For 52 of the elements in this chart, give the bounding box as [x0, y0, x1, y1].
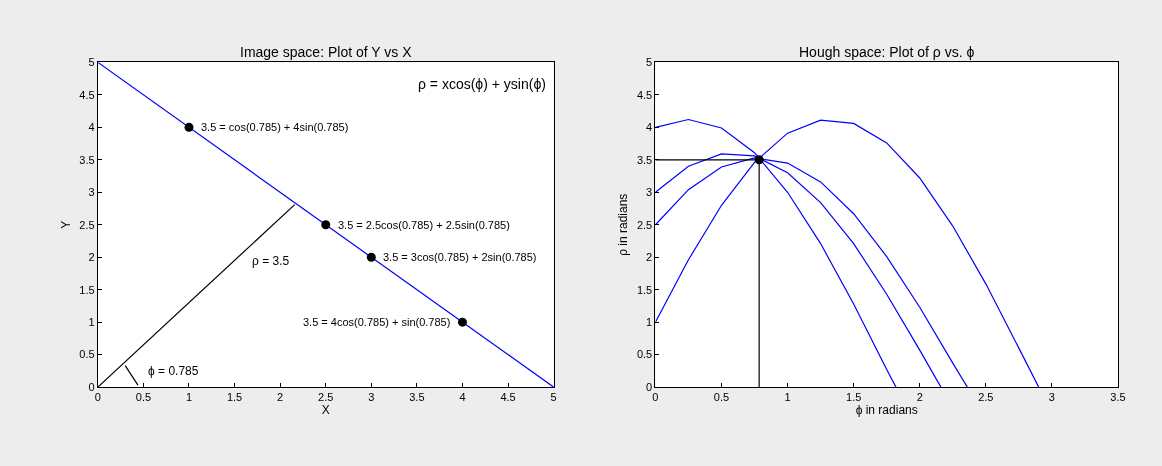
x-tick-label: 1.5: [846, 391, 862, 404]
annotation: 3.5 = 2.5cos(0.785) + 2.5sin(0.785): [338, 219, 510, 231]
y-tick-label: 0.5: [636, 348, 653, 361]
x-tick-label: 3.5: [1110, 391, 1126, 404]
x-tick-label: 3: [1048, 391, 1055, 404]
x-tick-label: 2: [916, 391, 923, 404]
chart-title: Hough space: Plot of ρ vs. ϕ: [799, 44, 975, 60]
y-axis-title: Y: [58, 220, 73, 229]
x-tick-label: 1: [784, 391, 791, 404]
x-tick-label: 1: [185, 391, 193, 404]
y-tick-label: 3.5: [636, 153, 653, 166]
annotation: ρ = xcos(ϕ) + ysin(ϕ): [418, 76, 546, 92]
y-tick-label: 1: [646, 316, 653, 329]
y-tick-label: 3: [646, 186, 653, 199]
y-axis-title: ρ in radians: [616, 193, 631, 256]
chart-title: Image space: Plot of Y vs X: [240, 44, 413, 60]
y-tick-label: 4: [646, 121, 653, 134]
y-tick-label: 4.5: [79, 88, 95, 101]
y-tick-label: 2.5: [636, 218, 653, 231]
x-tick-label: 2.5: [318, 391, 334, 404]
y-tick-label: 3.5: [79, 153, 95, 166]
y-tick-label: 2: [646, 251, 653, 264]
y-tick-label: 1: [88, 316, 95, 329]
x-tick-label: 0.5: [713, 391, 730, 404]
annotation: ϕ = 0.785: [148, 364, 199, 378]
x-axis-title: X: [321, 403, 330, 418]
y-tick-label: 0: [88, 380, 95, 393]
x-tick-label: 2: [277, 391, 284, 404]
x-tick-label: 3: [368, 391, 375, 404]
annotation: 3.5 = 3cos(0.785) + 2sin(0.785): [383, 251, 537, 263]
x-tick-label: 0.5: [135, 391, 152, 404]
y-tick-label: 0.5: [79, 348, 95, 361]
y-tick-label: 2: [88, 251, 95, 264]
y-tick-label: 4: [88, 121, 95, 134]
annotation: 3.5 = cos(0.785) + 4sin(0.785): [201, 121, 349, 133]
y-tick-label: 2.5: [79, 218, 95, 231]
x-tick-label: 3.5: [409, 391, 425, 404]
x-tick-label: 4.5: [500, 391, 516, 404]
x-tick-label: 1.5: [226, 391, 243, 404]
y-tick-label: 1.5: [79, 283, 95, 296]
annotation: 3.5 = 4cos(0.785) + sin(0.785): [303, 316, 451, 328]
x-axis-title: ϕ in radians: [855, 403, 918, 418]
y-tick-label: 3: [88, 186, 95, 199]
y-tick-label: 4.5: [636, 88, 653, 101]
y-tick-label: 1.5: [636, 283, 653, 296]
y-tick-label: 5: [646, 56, 653, 69]
y-tick-label: 5: [88, 56, 95, 69]
x-tick-label: 2.5: [978, 391, 994, 404]
annotation: ρ = 3.5: [252, 254, 290, 268]
y-tick-label: 0: [646, 380, 653, 393]
x-tick-label: 4: [459, 391, 466, 404]
x-tick-label: 5: [550, 391, 557, 404]
